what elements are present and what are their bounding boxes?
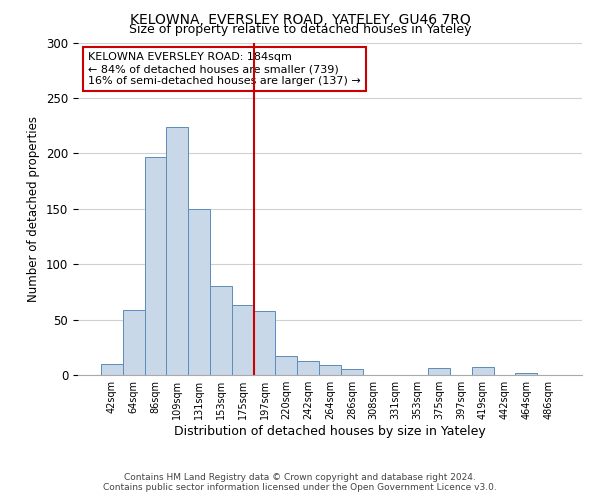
- Y-axis label: Number of detached properties: Number of detached properties: [28, 116, 40, 302]
- Bar: [101, 364, 123, 375]
- Bar: [341, 370, 363, 375]
- Bar: [188, 209, 210, 375]
- X-axis label: Distribution of detached houses by size in Yateley: Distribution of detached houses by size …: [174, 425, 486, 438]
- Text: KELOWNA EVERSLEY ROAD: 184sqm
← 84% of detached houses are smaller (739)
16% of : KELOWNA EVERSLEY ROAD: 184sqm ← 84% of d…: [88, 52, 361, 86]
- Text: Contains HM Land Registry data © Crown copyright and database right 2024.
Contai: Contains HM Land Registry data © Crown c…: [103, 473, 497, 492]
- Bar: [472, 367, 494, 375]
- Bar: [210, 286, 232, 375]
- Bar: [297, 360, 319, 375]
- Bar: [515, 373, 537, 375]
- Bar: [123, 310, 145, 375]
- Bar: [254, 310, 275, 375]
- Bar: [275, 356, 297, 375]
- Bar: [166, 126, 188, 375]
- Bar: [428, 368, 450, 375]
- Bar: [232, 305, 254, 375]
- Bar: [145, 156, 166, 375]
- Text: KELOWNA, EVERSLEY ROAD, YATELEY, GU46 7RQ: KELOWNA, EVERSLEY ROAD, YATELEY, GU46 7R…: [130, 12, 470, 26]
- Bar: [319, 365, 341, 375]
- Text: Size of property relative to detached houses in Yateley: Size of property relative to detached ho…: [129, 22, 471, 36]
